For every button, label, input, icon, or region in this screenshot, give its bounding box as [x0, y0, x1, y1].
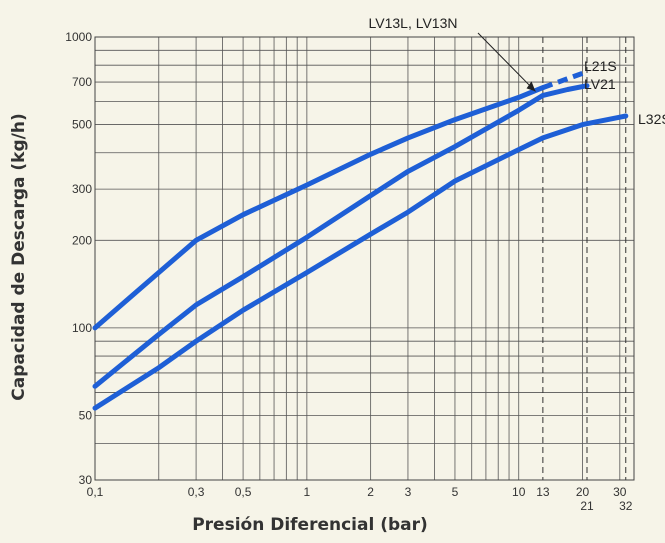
- series-labels: LV13L, LV13N L21S LV21 L32S: [369, 15, 665, 127]
- x-tick-label: 30: [613, 485, 627, 499]
- x-tick-label: 20: [576, 485, 590, 499]
- x-axis-ticks: 0,1 0,3 0,5 1 2 3 5 10 13 20 30 21 32: [87, 485, 633, 513]
- x-tick-label: 10: [512, 485, 526, 499]
- x-tick-label: 0,3: [188, 485, 205, 499]
- series-dashed-extension: [542, 69, 588, 90]
- x-tick-label: 0,1: [87, 485, 104, 499]
- x-tick-label: 5: [452, 485, 459, 499]
- y-tick-label: 30: [79, 473, 93, 487]
- series-line: [92, 85, 546, 331]
- x-tick-label: 2: [367, 485, 374, 499]
- x-tick-label-second-row: 21: [580, 499, 594, 513]
- y-tick-label: 100: [72, 321, 92, 335]
- series-line: [92, 113, 629, 411]
- y-tick-label: 300: [72, 182, 92, 196]
- series-label: L32S: [638, 111, 665, 127]
- series-label-arrowhead: [526, 81, 536, 92]
- series-label: L21S: [584, 58, 617, 74]
- series-label: LV21: [584, 76, 616, 92]
- x-tick-label: 0,5: [235, 485, 252, 499]
- data-series: [92, 69, 629, 411]
- reference-lines: [542, 37, 627, 480]
- y-tick-label: 200: [72, 233, 92, 247]
- x-tick-label: 13: [536, 485, 550, 499]
- series-line: [92, 83, 590, 389]
- x-tick-label-second-row: 32: [619, 499, 633, 513]
- y-axis-ticks: 30 50 100 200 300 500 700 1000: [65, 30, 92, 487]
- series-label-leader: [477, 32, 536, 92]
- y-tick-label: 500: [72, 118, 92, 132]
- x-tick-label: 3: [405, 485, 412, 499]
- y-tick-label: 700: [72, 75, 92, 89]
- series-label: LV13L, LV13N: [369, 15, 458, 31]
- y-tick-label: 1000: [65, 30, 92, 44]
- y-tick-label: 50: [79, 408, 93, 422]
- x-tick-label: 1: [304, 485, 311, 499]
- plot-area-frame: [94, 36, 635, 481]
- x-axis-title: Presión Diferencial (bar): [192, 515, 428, 535]
- y-axis-title: Capacidad de Descarga (kg/h): [9, 113, 29, 400]
